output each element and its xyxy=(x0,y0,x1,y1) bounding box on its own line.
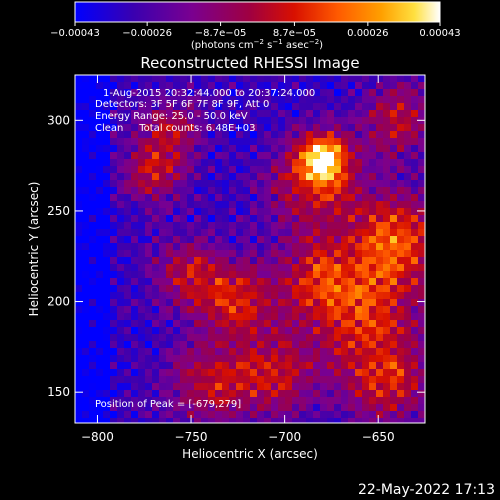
plot-frame xyxy=(74,74,426,424)
colorbar-tick-label: −8.7e−05 xyxy=(195,28,247,39)
colorbar-ticks: −0.00043 −0.00026 −8.7e−05 8.7e−05 0.00026 0.… xyxy=(50,22,461,39)
x-axis-ticks: −800 −750 −700 −650 xyxy=(81,75,395,444)
chart-title: Reconstructed RHESSI Image xyxy=(140,54,359,72)
y-tick-label: 250 xyxy=(47,204,70,218)
colorbar xyxy=(74,1,441,23)
x-tick-label: −750 xyxy=(175,430,208,444)
colorbar-tick-label: −0.00026 xyxy=(122,28,172,39)
annotation-time-range: 1-Aug-2015 20:32:44.000 to 20:37:24.000 xyxy=(103,88,315,99)
footer-timestamp: 22-May-2022 17:13 xyxy=(358,482,495,498)
x-axis-label: Heliocentric X (arcsec) xyxy=(182,447,318,461)
heatmap-image xyxy=(75,75,425,423)
y-tick-label: 200 xyxy=(47,295,70,309)
annotation-detectors: Detectors: 3F 5F 6F 7F 8F 9F, Att 0 xyxy=(95,99,269,110)
y-tick-label: 150 xyxy=(47,385,70,399)
y-axis-label: Heliocentric Y (arcsec) xyxy=(27,182,41,317)
y-tick-label: 300 xyxy=(47,113,70,127)
annotation-clean-counts: Clean Total counts: 6.48E+03 xyxy=(95,123,255,134)
colorbar-unit: (photons cm−2 s−1 asec−2) xyxy=(191,38,323,51)
colorbar-tick-label: 0.00026 xyxy=(347,28,388,39)
colorbar-tick-label: 0.00043 xyxy=(419,28,460,39)
x-tick-label: −800 xyxy=(81,430,114,444)
x-tick-label: −700 xyxy=(268,430,301,444)
annotation-energy-range: Energy Range: 25.0 - 50.0 keV xyxy=(95,111,248,122)
x-tick-label: −650 xyxy=(362,430,395,444)
colorbar-tick-label: −0.00043 xyxy=(50,28,100,39)
colorbar-tick-label: 8.7e−05 xyxy=(273,28,316,39)
y-axis-ticks: 150 200 250 300 xyxy=(47,113,425,399)
peak-position-label: Position of Peak = [-679,279] xyxy=(95,399,241,410)
